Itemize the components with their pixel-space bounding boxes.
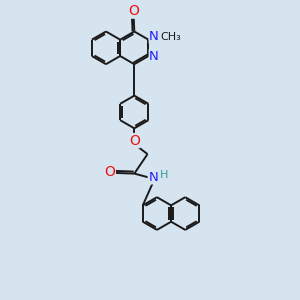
Text: H: H (160, 170, 168, 180)
Text: N: N (149, 50, 159, 62)
Text: CH₃: CH₃ (160, 32, 181, 41)
Text: O: O (104, 165, 115, 179)
Text: N: N (149, 30, 159, 43)
Text: O: O (128, 4, 139, 18)
Text: N: N (148, 171, 158, 184)
Text: O: O (129, 134, 140, 148)
